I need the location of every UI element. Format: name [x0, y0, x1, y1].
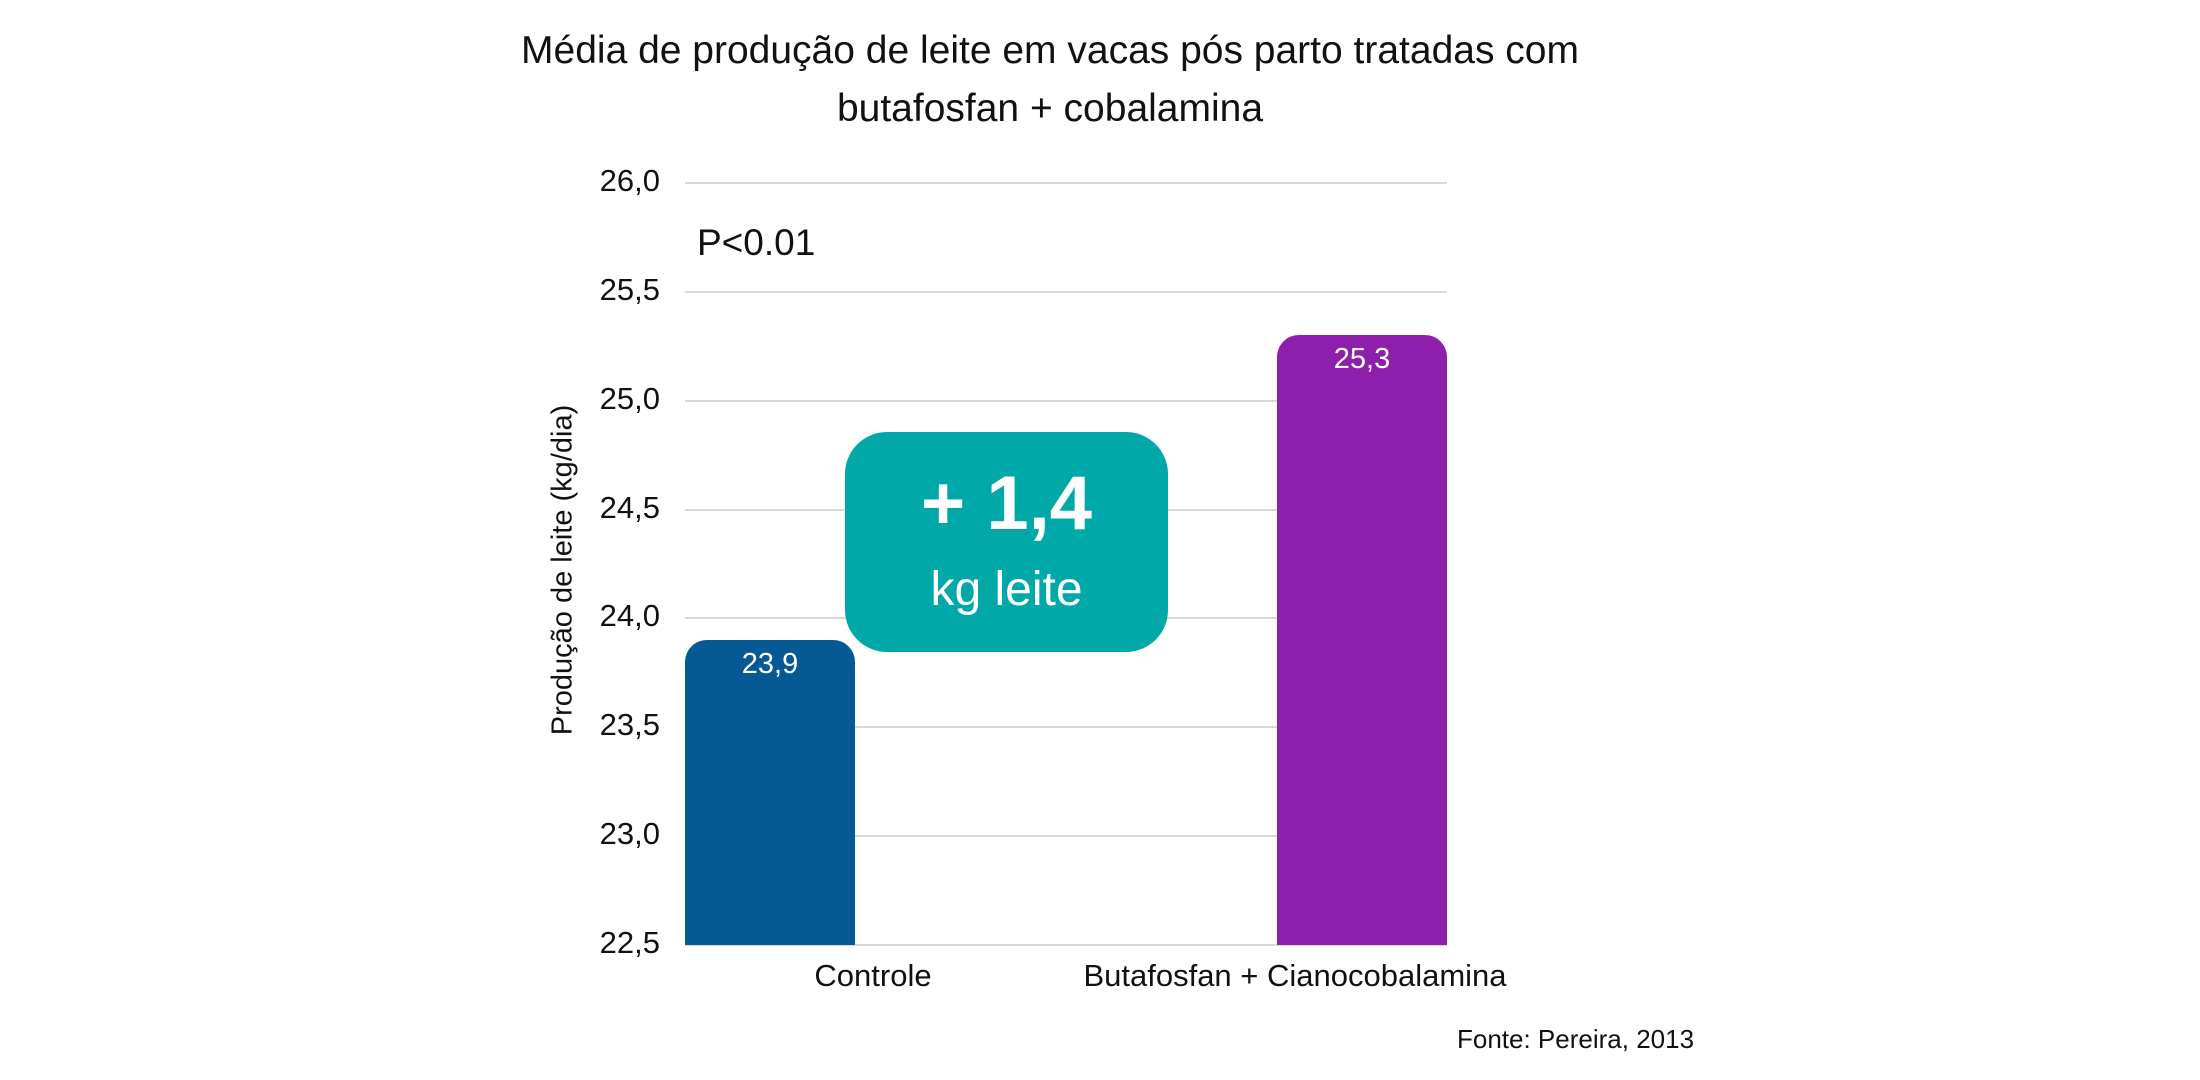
gridline	[685, 182, 1447, 184]
y-tick-label: 25,0	[599, 380, 660, 416]
x-tick-label: Butafosfan + Cianocobalamina	[1083, 958, 1507, 993]
y-tick-label: 25,5	[599, 271, 660, 307]
y-tick-label: 22,5	[599, 925, 660, 960]
gridline	[685, 290, 1447, 293]
y-axis-label: Produção de leite (kg/dia)	[546, 404, 579, 736]
bar-value-label: 23,9	[741, 648, 799, 681]
bar-controle: 23,9	[685, 640, 855, 945]
difference-badge: + 1,4 kg leite	[845, 432, 1168, 652]
y-tick-label: 24,5	[599, 489, 660, 525]
gridline	[685, 726, 1447, 729]
difference-value: + 1,4	[920, 461, 1093, 546]
y-tick-label: 23,0	[599, 816, 660, 852]
bar-butafosfan-cianocobalamina: 25,3	[1277, 335, 1447, 945]
y-tick-label: 23,5	[599, 707, 660, 743]
source-note: Fonte: Pereira, 2013	[1457, 1024, 1695, 1054]
y-tick-label: 24,0	[599, 598, 660, 634]
y-tick-label: 26,0	[599, 163, 660, 198]
gridline	[685, 399, 1447, 402]
x-tick-label: Controle	[814, 958, 932, 993]
gridline	[685, 835, 1447, 838]
chart-title-line-2: butafosfan + cobalamina	[836, 87, 1264, 130]
chart-title-line-1: Média de produção de leite em vacas pós …	[521, 29, 1579, 72]
difference-unit: kg leite	[930, 563, 1083, 616]
bar-value-label: 25,3	[1333, 343, 1391, 376]
p-value-annotation: P<0.01	[697, 222, 816, 263]
gridline	[685, 944, 1447, 946]
chart-title: Média de produção de leite em vacas pós …	[400, 22, 1700, 138]
